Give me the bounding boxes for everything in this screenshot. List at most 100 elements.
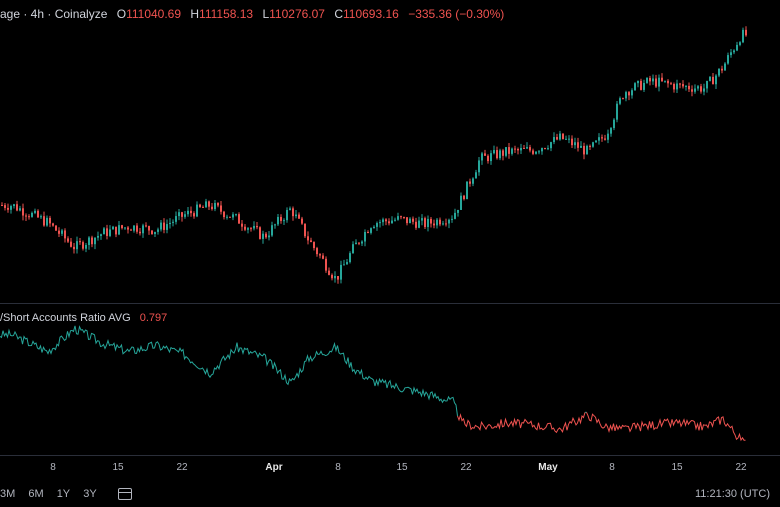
candle-body <box>28 216 30 218</box>
candle-body <box>601 137 603 139</box>
close-value: 110693.16 <box>343 7 399 21</box>
candle-body <box>421 218 423 221</box>
candle-body <box>640 80 642 90</box>
candle-body <box>520 147 522 151</box>
candle-body <box>553 137 555 143</box>
candle-body <box>724 63 726 71</box>
chart-title: age · 4h · Coinalyze <box>0 7 108 21</box>
candle-body <box>316 248 318 255</box>
candle-body <box>325 258 327 271</box>
candle-body <box>238 214 240 224</box>
candle-body <box>358 242 360 244</box>
candle-body <box>202 206 204 208</box>
candle-body <box>37 210 39 218</box>
candle-body <box>136 225 138 232</box>
candle-body <box>538 151 540 153</box>
chart-canvas[interactable] <box>0 0 780 456</box>
candle-body <box>397 216 399 220</box>
pane-separator[interactable] <box>0 303 780 304</box>
candle-body <box>304 223 306 237</box>
candle-body <box>145 225 147 227</box>
calendar-icon[interactable] <box>117 488 132 501</box>
candle-body <box>430 218 432 224</box>
candle-body <box>70 241 72 247</box>
candle-body <box>568 138 570 140</box>
range-selector: 3M 6M 1Y 3Y <box>0 488 142 501</box>
x-tick-label: 15 <box>671 462 683 473</box>
candle-body <box>268 235 270 238</box>
candle-body <box>472 178 474 184</box>
candle-body <box>622 98 624 100</box>
candle-body <box>595 140 597 143</box>
candle-body <box>466 181 468 200</box>
candle-body <box>511 148 513 154</box>
candle-body <box>295 214 297 217</box>
candle-body <box>283 220 285 222</box>
candle-body <box>625 92 627 99</box>
candle-body <box>532 150 534 154</box>
candle-body <box>346 262 348 265</box>
candle-body <box>61 230 63 234</box>
candle-body <box>103 228 105 235</box>
candle-body <box>637 80 639 84</box>
candle-body <box>7 207 9 210</box>
candle-body <box>670 83 672 85</box>
x-tick-label: 8 <box>50 462 56 473</box>
candle-body <box>634 83 636 91</box>
x-tick-label: 8 <box>335 462 341 473</box>
range-1y[interactable]: 1Y <box>56 488 71 500</box>
candle-body <box>49 217 51 224</box>
candle-body <box>127 227 129 230</box>
candle-body <box>607 133 609 140</box>
candle-body <box>655 78 657 87</box>
candle-body <box>694 88 696 92</box>
candle-body <box>613 119 615 129</box>
candle-body <box>172 221 174 223</box>
axis-separator <box>0 455 780 456</box>
candle-body <box>115 226 117 235</box>
candle-body <box>40 216 42 218</box>
candle-body <box>112 226 114 230</box>
range-3m[interactable]: 3M <box>0 488 16 500</box>
candle-body <box>388 221 390 224</box>
x-tick-label: 22 <box>460 462 472 473</box>
candle-body <box>64 230 66 239</box>
candle-body <box>169 222 171 225</box>
candle-body <box>301 218 303 224</box>
candle-body <box>442 223 444 225</box>
candle-body <box>364 231 366 242</box>
candle-body <box>334 276 336 279</box>
candle-body <box>565 138 567 140</box>
candle-body <box>514 148 516 150</box>
candle-body <box>43 216 45 226</box>
candle-body <box>484 153 486 156</box>
candle-body <box>67 238 69 242</box>
candle-body <box>739 42 741 45</box>
candle-body <box>289 208 291 211</box>
indicator-value: 0.797 <box>139 312 168 324</box>
candle-body <box>664 80 666 82</box>
candle-body <box>586 145 588 155</box>
candle-body <box>154 231 156 235</box>
candle-body <box>487 155 489 162</box>
range-6m[interactable]: 6M <box>28 488 44 500</box>
candle-body <box>4 205 6 208</box>
candle-body <box>505 147 507 156</box>
candle-body <box>250 228 252 230</box>
candle-body <box>631 90 633 96</box>
candle-body <box>412 218 414 222</box>
candle-body <box>88 237 90 245</box>
candle-body <box>544 148 546 150</box>
candle-body <box>151 230 153 235</box>
ratio-line-segment <box>457 412 586 434</box>
candle-body <box>148 226 150 231</box>
range-3y[interactable]: 3Y <box>83 488 97 500</box>
candle-body <box>649 77 651 82</box>
candle-body <box>361 241 363 244</box>
candle-body <box>400 216 402 218</box>
candle-body <box>367 231 369 233</box>
candle-body <box>76 241 78 250</box>
candle-body <box>550 142 552 149</box>
candle-body <box>1 205 3 207</box>
candle-body <box>646 77 648 83</box>
